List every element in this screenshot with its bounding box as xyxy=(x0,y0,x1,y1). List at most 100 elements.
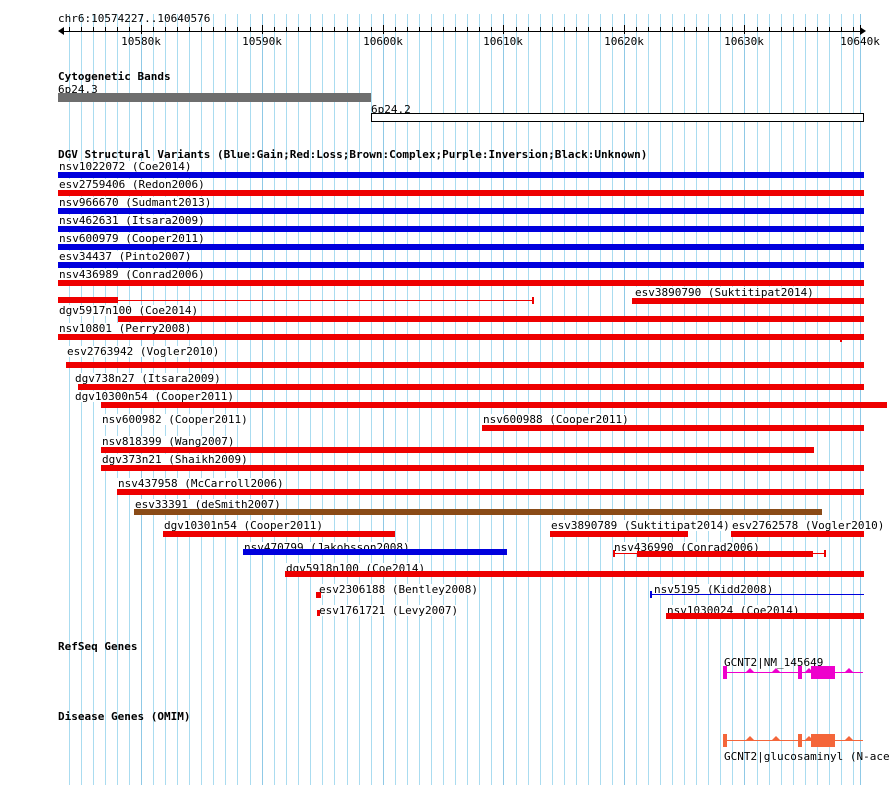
variant-label[interactable]: nsv1022072 (Coe2014) xyxy=(58,160,193,173)
axis-tick-minor xyxy=(69,27,70,32)
axis-tick-minor xyxy=(81,27,82,32)
variant-bar-segment[interactable] xyxy=(58,297,118,303)
variant-bar[interactable] xyxy=(163,531,395,537)
variant-label[interactable]: esv3890789 (Suktitipat2014) xyxy=(550,519,731,532)
variant-label[interactable]: esv2763942 (Vogler2010) xyxy=(66,345,221,358)
variant-bar[interactable] xyxy=(78,384,864,390)
gene-exon[interactable] xyxy=(723,734,727,747)
gene-exon[interactable] xyxy=(798,666,802,679)
variant-label[interactable]: dgv10300n54 (Cooper2011) xyxy=(74,390,235,403)
variant-bar[interactable] xyxy=(58,244,864,250)
variant-label[interactable]: dgv10301n54 (Cooper2011) xyxy=(163,519,324,532)
variant-bar[interactable] xyxy=(316,592,321,598)
gene-strand-chevron-icon xyxy=(746,736,754,740)
variant-label[interactable]: nsv1030024 (Coe2014) xyxy=(666,604,801,617)
axis-tick-minor xyxy=(407,27,408,32)
variant-label[interactable]: nsv462631 (Itsara2009) xyxy=(58,214,206,227)
coordinate-ruler[interactable]: chr6:10574227..10640576 10580k 10590k 1060… xyxy=(0,0,890,52)
dgv-structural-variants-title: DGV Structural Variants (Blue:Gain;Red:L… xyxy=(58,148,648,161)
cytoband-bar[interactable] xyxy=(58,93,371,102)
gene-exon[interactable] xyxy=(811,666,835,679)
variant-label[interactable]: dgv738n27 (Itsara2009) xyxy=(74,372,222,385)
axis-tick-minor xyxy=(793,27,794,32)
variant-label[interactable]: dgv5918n100 (Coe2014) xyxy=(285,562,427,575)
variant-end-cap xyxy=(532,297,534,304)
variant-label[interactable]: nsv10801 (Perry2008) xyxy=(58,322,193,335)
gene-strand-chevron-icon xyxy=(746,668,754,672)
variant-thin-line[interactable] xyxy=(650,594,864,595)
variant-label[interactable]: esv33391 (deSmith2007) xyxy=(134,498,282,511)
gridline-major xyxy=(383,14,384,785)
gridline-major xyxy=(860,14,861,785)
variant-bar[interactable] xyxy=(58,280,864,286)
axis-tick-minor xyxy=(564,27,565,32)
variant-label[interactable]: nsv600982 (Cooper2011) xyxy=(101,413,249,426)
variant-label[interactable]: nsv966670 (Sudmant2013) xyxy=(58,196,213,209)
variant-label[interactable]: nsv600979 (Cooper2011) xyxy=(58,232,206,245)
variant-bar[interactable] xyxy=(58,190,864,196)
axis-tick-minor xyxy=(129,27,130,32)
variant-label[interactable]: nsv600988 (Cooper2011) xyxy=(482,413,630,426)
axis-tick-minor xyxy=(528,27,529,32)
gridline-major xyxy=(744,14,745,785)
variant-label[interactable]: esv3890790 (Suktitipat2014) xyxy=(634,286,815,299)
variant-label[interactable]: esv2762578 (Vogler2010) xyxy=(731,519,886,532)
variant-bar[interactable] xyxy=(101,447,814,453)
variant-bar[interactable] xyxy=(632,298,864,304)
variant-bar[interactable] xyxy=(58,208,864,214)
variant-bar[interactable] xyxy=(550,531,688,537)
variant-bar[interactable] xyxy=(101,402,887,408)
gene-label[interactable]: GCNT2|NM_145649 xyxy=(724,656,824,669)
variant-label[interactable]: nsv437958 (McCarroll2006) xyxy=(117,477,285,490)
variant-bar[interactable] xyxy=(58,172,864,178)
cytoband-label: 6p24.3 xyxy=(58,83,98,96)
variant-end-cap xyxy=(824,550,826,557)
variant-bar[interactable] xyxy=(134,509,822,515)
gridline xyxy=(395,14,396,785)
axis-tick-minor xyxy=(588,27,589,32)
variant-label[interactable]: esv2306188 (Bentley2008) xyxy=(318,583,479,596)
axis-tick-minor xyxy=(334,27,335,32)
variant-bar[interactable] xyxy=(58,334,864,340)
variant-label[interactable]: esv34437 (Pinto2007) xyxy=(58,250,193,263)
axis-tick-major xyxy=(624,25,625,34)
variant-label[interactable]: nsv436990 (Conrad2006) xyxy=(613,541,761,554)
variant-bar[interactable] xyxy=(482,425,864,431)
variant-label[interactable]: esv1761721 (Levy2007) xyxy=(318,604,460,617)
variant-bar[interactable] xyxy=(637,551,813,557)
axis-tick-label: 10610k xyxy=(483,35,523,48)
axis-tick-minor xyxy=(612,27,613,32)
variant-label[interactable]: nsv818399 (Wang2007) xyxy=(101,435,236,448)
variant-bar[interactable] xyxy=(731,531,864,537)
variant-bar[interactable] xyxy=(58,262,864,268)
variant-label[interactable]: nsv470799 (Jakobsson2008) xyxy=(243,541,411,554)
axis-tick-minor xyxy=(201,27,202,32)
variant-label[interactable]: nsv5195 (Kidd2008) xyxy=(653,583,775,596)
variant-bar[interactable] xyxy=(66,362,864,368)
variant-bar[interactable] xyxy=(58,226,864,232)
variant-bar[interactable] xyxy=(666,613,864,619)
variant-bar[interactable] xyxy=(101,465,864,471)
variant-label[interactable]: nsv436989 (Conrad2006) xyxy=(58,268,206,281)
gene-intron-line xyxy=(724,672,863,673)
variant-label[interactable]: esv2759406 (Redon2006) xyxy=(58,178,206,191)
variant-bar[interactable] xyxy=(243,549,507,555)
gene-strand-chevron-icon xyxy=(805,668,813,672)
gene-label[interactable]: GCNT2|glucosaminyl (N-acety xyxy=(724,750,890,763)
variant-bar[interactable] xyxy=(285,571,864,577)
variant-bar[interactable] xyxy=(317,610,320,616)
gene-exon[interactable] xyxy=(723,666,727,679)
axis-tick-minor xyxy=(189,27,190,32)
gridline xyxy=(720,14,721,785)
variant-thin-line[interactable] xyxy=(58,338,864,339)
variant-label[interactable]: dgv373n21 (Shaikh2009) xyxy=(101,453,249,466)
variant-bar[interactable] xyxy=(117,489,864,495)
cytoband-bar[interactable] xyxy=(371,113,864,122)
gene-exon[interactable] xyxy=(811,734,835,747)
variant-bar[interactable] xyxy=(118,316,864,322)
axis-tick-minor xyxy=(600,27,601,32)
variant-label[interactable]: dgv5917n100 (Coe2014) xyxy=(58,304,200,317)
gene-exon[interactable] xyxy=(798,734,802,747)
variant-thin-line[interactable] xyxy=(58,300,534,301)
